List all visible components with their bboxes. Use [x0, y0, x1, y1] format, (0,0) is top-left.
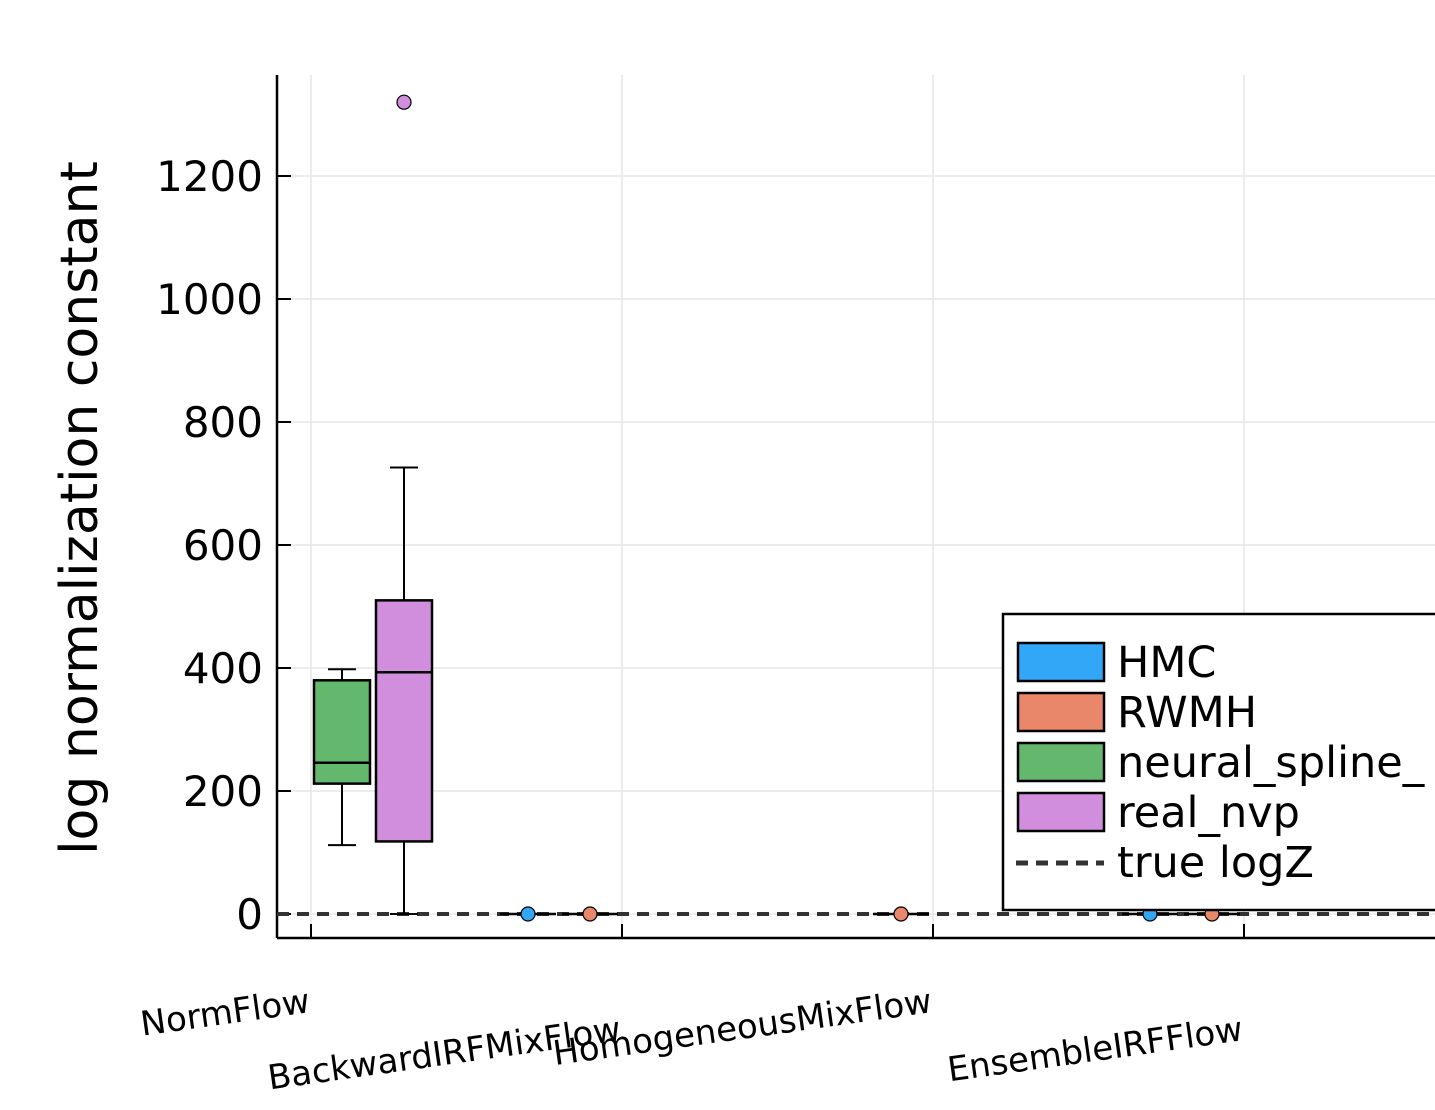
legend-swatch [1016, 791, 1106, 833]
box-RWMH-homogeneousmixflow [873, 906, 929, 922]
x-tick-labels: NormFlowBackwardIRFMixFlowHomogeneousMix… [138, 981, 1245, 1098]
box-RWMH-backwardirfmixflow [562, 906, 618, 922]
legend-label: real_nvp [1117, 788, 1300, 838]
box-HMC-backwardirfmixflow [500, 906, 556, 922]
box-neural-spline-normflow [312, 668, 372, 847]
outlier-point [893, 906, 909, 922]
y-tick-label: 400 [183, 644, 263, 693]
legend-swatch [1016, 641, 1106, 683]
x-tick-label: EnsembleIRFFlow [945, 1009, 1245, 1090]
x-tick-label: NormFlow [138, 981, 312, 1044]
legend-swatch [1016, 691, 1106, 733]
x-tick-label: HomogeneousMixFlow [551, 981, 935, 1074]
y-tick-label: 1000 [156, 275, 263, 324]
y-tick-label: 800 [183, 398, 263, 447]
box-body [374, 599, 434, 843]
legend-label: true logZ [1117, 838, 1314, 888]
legend-label: RWMH [1117, 688, 1257, 738]
legend-label: neural_spline_ [1117, 738, 1425, 788]
y-tick-labels: 0 200 400 600 800 1000 1200 [156, 152, 263, 939]
y-tick-label: 600 [183, 521, 263, 570]
box-plot-marks [312, 94, 1240, 922]
box-body [312, 679, 372, 785]
legend-swatch [1016, 741, 1106, 783]
legend-label: HMC [1117, 638, 1216, 688]
box-real-nvp-normflow [374, 94, 434, 915]
y-axis-label: log normalization constant [50, 161, 110, 855]
y-tick-label: 1200 [156, 152, 263, 201]
outlier-point [396, 94, 412, 110]
y-tick-label: 0 [236, 890, 263, 939]
outlier-point [582, 906, 598, 922]
y-tick-label: 200 [183, 767, 263, 816]
outlier-point [520, 906, 536, 922]
